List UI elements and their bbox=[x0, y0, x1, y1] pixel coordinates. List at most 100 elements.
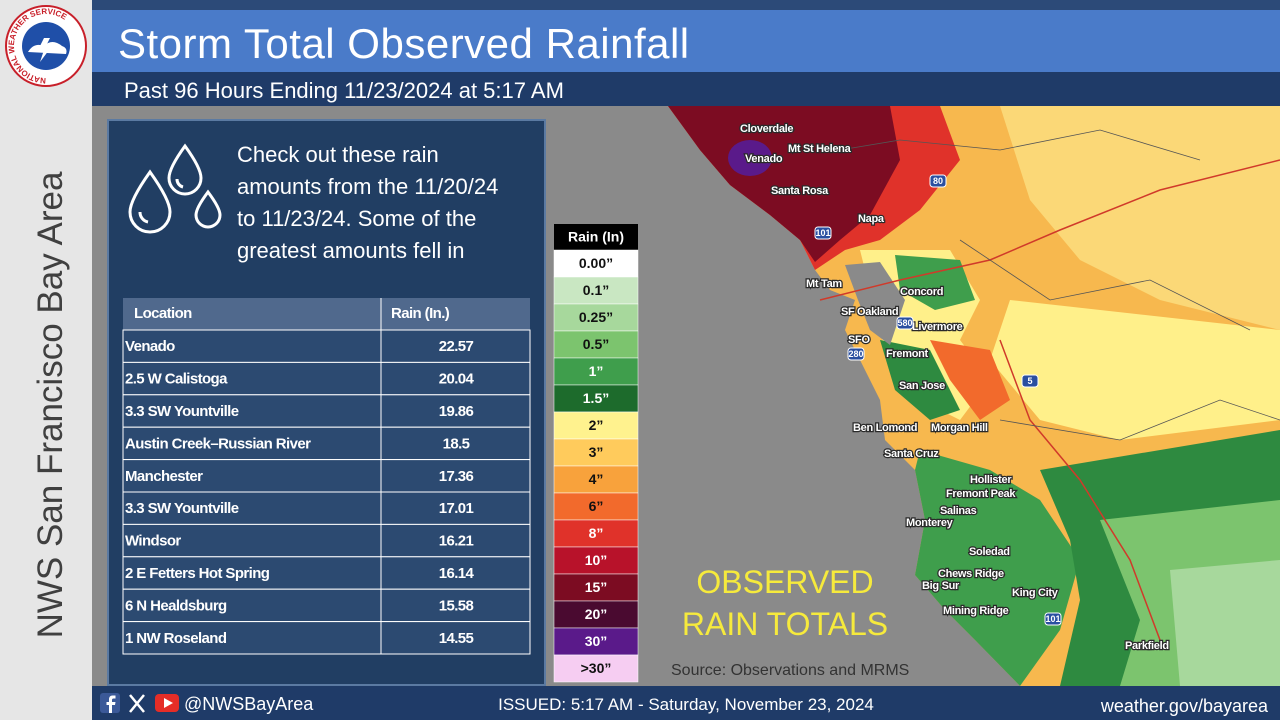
legend-swatch bbox=[553, 411, 639, 440]
legend-swatch bbox=[553, 303, 639, 332]
highway bbox=[819, 159, 1280, 301]
rain-table: Location Rain (In.) Venado 22.57 2.5 W Calis… bbox=[122, 298, 531, 655]
shield-label: 280 bbox=[848, 349, 863, 359]
place-label: Monterey bbox=[906, 517, 954, 529]
place-label: Ben Lomond bbox=[853, 422, 917, 434]
legend-label: 4” bbox=[589, 471, 604, 487]
hills-orange bbox=[930, 340, 1010, 420]
intro-line: greatest amounts fell in bbox=[237, 238, 464, 263]
legend-label: 15” bbox=[585, 579, 608, 595]
rain-cell: 18.5 bbox=[443, 435, 470, 452]
south-bay-green bbox=[880, 340, 960, 420]
shield-bg bbox=[929, 174, 947, 188]
legend-label: 2” bbox=[589, 417, 604, 433]
location-cell: Austin Creek–Russian River bbox=[125, 435, 311, 452]
intro-line: to 11/23/24. Some of the bbox=[237, 206, 476, 231]
table-row-bg bbox=[122, 459, 531, 493]
table-row-bg bbox=[122, 621, 531, 655]
place-label: Chews Ridge bbox=[938, 568, 1004, 580]
rain-cell: 22.57 bbox=[439, 338, 474, 355]
rain-map bbox=[668, 106, 1280, 686]
place-label: Mt Tam bbox=[806, 278, 842, 290]
legend-swatch bbox=[553, 384, 639, 413]
place-label: King City bbox=[1012, 587, 1059, 599]
county-line bbox=[999, 399, 1280, 441]
website: weather.gov/bayarea bbox=[1100, 696, 1269, 716]
legend-label: 20” bbox=[585, 606, 608, 622]
place-label: SF bbox=[841, 306, 855, 318]
footer-bar bbox=[92, 686, 1280, 720]
rain-cell: 20.04 bbox=[439, 371, 475, 388]
legend: Rain (In) 0.00” 0.1” 0.25” 0.5” 1” 1.5” 2” 3” 4” 6… bbox=[553, 224, 639, 683]
shield-bg bbox=[896, 316, 914, 330]
place-label: Hollister bbox=[970, 474, 1012, 486]
legend-label: 3” bbox=[589, 444, 604, 460]
rain-cell: 16.21 bbox=[439, 533, 474, 550]
shield-label: 5 bbox=[1027, 376, 1032, 386]
place-label: Mining Ridge bbox=[943, 605, 1009, 617]
subtitle: Past 96 Hours Ending 11/23/2024 at 5:17 … bbox=[124, 78, 564, 103]
legend-title: Rain (In) bbox=[568, 229, 624, 245]
table-row-bg bbox=[122, 361, 531, 396]
legend-swatch bbox=[553, 573, 639, 602]
place-label: Mt St Helena bbox=[788, 143, 852, 155]
place-label: Venado bbox=[745, 153, 783, 165]
table-row-bg bbox=[122, 556, 531, 590]
location-cell: 2 E Fetters Hot Spring bbox=[125, 565, 270, 582]
place-label: Fremont Peak bbox=[946, 488, 1016, 500]
table-row-bg bbox=[122, 491, 531, 525]
legend-swatch bbox=[553, 654, 639, 683]
table-row-bg bbox=[122, 329, 531, 363]
location-cell: 2.5 W Calistoga bbox=[125, 371, 228, 388]
legend-swatch bbox=[553, 546, 639, 575]
legend-label: 0.5” bbox=[583, 336, 609, 352]
location-cell: Windsor bbox=[125, 533, 181, 550]
legend-label: >30” bbox=[581, 660, 612, 676]
intro-line: amounts from the 11/20/24 bbox=[237, 174, 498, 199]
legend-label: 1.5” bbox=[583, 390, 609, 406]
county-line bbox=[839, 129, 1201, 161]
rain-cell: 17.01 bbox=[439, 500, 474, 517]
table-header-cell: Rain (In.) bbox=[391, 305, 450, 322]
place-label: San Jose bbox=[899, 380, 945, 392]
shield-label: 580 bbox=[897, 318, 912, 328]
legend-swatch bbox=[553, 330, 639, 359]
intro-text: Check out these rain amounts from the 11/… bbox=[237, 142, 498, 263]
zone-purple bbox=[728, 140, 772, 176]
place-label: Parkfield bbox=[1125, 640, 1169, 652]
place-label: SFO bbox=[848, 334, 870, 346]
place-label: Concord bbox=[900, 286, 943, 298]
location-cell: Manchester bbox=[125, 468, 203, 485]
shield-label: 101 bbox=[815, 228, 830, 238]
social-icons bbox=[100, 693, 179, 713]
overlay-line: OBSERVED bbox=[696, 564, 873, 600]
issued-time: ISSUED: 5:17 AM - Saturday, November 23,… bbox=[498, 695, 874, 714]
location-cell: 3.3 SW Yountville bbox=[125, 500, 239, 517]
location-cell: 3.3 SW Yountville bbox=[125, 403, 239, 420]
table-row-bg bbox=[122, 426, 531, 461]
land-light bbox=[1000, 106, 1280, 330]
rain-cell: 17.36 bbox=[439, 468, 474, 485]
highway bbox=[999, 339, 1161, 641]
table-header-bg bbox=[123, 298, 530, 330]
legend-title-bg bbox=[554, 224, 638, 250]
nws-logo: NATIONAL WEATHER SERVICE bbox=[5, 5, 87, 87]
legend-label: 10” bbox=[585, 552, 608, 568]
highway-shields: 80 101 580 280 5 101 bbox=[814, 174, 1062, 626]
title: Storm Total Observed Rainfall bbox=[118, 20, 690, 67]
rain-cell: 16.14 bbox=[439, 565, 475, 582]
legend-label: 8” bbox=[589, 525, 604, 541]
shield-bg bbox=[1021, 374, 1039, 388]
subtitle-bar bbox=[92, 72, 1280, 106]
legend-label: 0.1” bbox=[583, 282, 609, 298]
rain-cell: 14.55 bbox=[439, 630, 474, 647]
legend-swatch bbox=[553, 249, 639, 278]
shield-label: 101 bbox=[1045, 614, 1060, 624]
table-header-cell: Location bbox=[134, 305, 192, 322]
legend-label: 1” bbox=[589, 363, 604, 379]
rain-cell: 19.86 bbox=[439, 403, 474, 420]
place-label: Livermore bbox=[912, 321, 963, 333]
place-label: Fremont bbox=[886, 348, 929, 360]
